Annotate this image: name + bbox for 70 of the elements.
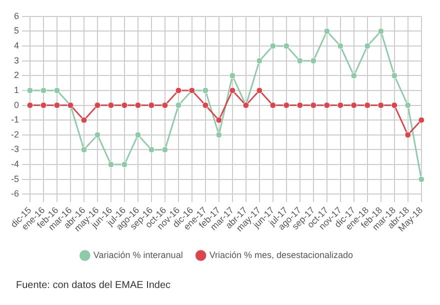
point <box>337 102 344 109</box>
y-tick-label: 5 <box>14 26 19 36</box>
y-tick-label: 2 <box>14 70 19 80</box>
point <box>350 102 358 109</box>
point <box>26 102 34 109</box>
point <box>121 102 128 109</box>
point <box>80 116 88 124</box>
y-tick-label: 6 <box>14 10 19 21</box>
point <box>54 102 60 109</box>
point <box>121 161 128 168</box>
y-tick-label: 1 <box>14 84 19 95</box>
point <box>324 28 330 34</box>
source-note: Fuente: con datos del EMAE Indec <box>16 280 172 291</box>
point <box>283 102 290 109</box>
legend-label: Vriación % mes, desestacionalizado <box>209 250 354 260</box>
point <box>256 87 263 94</box>
point <box>94 132 101 138</box>
point <box>378 28 384 34</box>
point <box>162 146 168 153</box>
point <box>202 102 209 109</box>
point <box>296 102 304 109</box>
point <box>418 116 425 124</box>
point <box>310 58 317 64</box>
point <box>202 87 209 94</box>
y-tick-label: -4 <box>10 159 19 170</box>
point <box>364 42 371 50</box>
legend-label: Variación % interanual <box>93 250 183 260</box>
y-tick-label: -5 <box>10 174 19 184</box>
y-tick-label: -2 <box>10 129 19 140</box>
point <box>310 102 317 109</box>
point <box>148 102 155 109</box>
y-tick-label: -3 <box>10 144 19 154</box>
point <box>270 102 276 109</box>
point <box>256 58 263 64</box>
point <box>108 161 114 168</box>
point <box>337 42 344 50</box>
point <box>404 102 412 109</box>
y-tick-label: 4 <box>14 40 19 51</box>
point <box>229 87 236 94</box>
point <box>229 72 236 79</box>
point <box>270 42 276 50</box>
y-tick-label: -6 <box>10 188 19 199</box>
point <box>26 87 34 94</box>
y-tick-label: 3 <box>14 55 19 66</box>
point <box>175 87 182 94</box>
point <box>404 132 412 138</box>
point <box>324 102 330 109</box>
point <box>134 132 142 138</box>
point <box>162 102 168 109</box>
y-tick-label: 0 <box>14 100 19 110</box>
point <box>40 87 47 94</box>
point <box>283 42 290 50</box>
point <box>175 102 182 109</box>
point <box>108 102 114 109</box>
point <box>40 102 47 109</box>
point <box>148 146 155 153</box>
point <box>80 146 88 153</box>
y-tick-label: -1 <box>10 114 19 125</box>
point <box>216 132 222 138</box>
point <box>364 102 371 109</box>
point <box>134 102 142 109</box>
point <box>54 87 60 94</box>
point <box>350 72 358 79</box>
point <box>391 102 398 109</box>
point <box>391 72 398 79</box>
point <box>296 58 304 64</box>
point <box>378 102 384 109</box>
point <box>418 176 425 183</box>
point <box>94 102 101 109</box>
point <box>216 116 222 124</box>
